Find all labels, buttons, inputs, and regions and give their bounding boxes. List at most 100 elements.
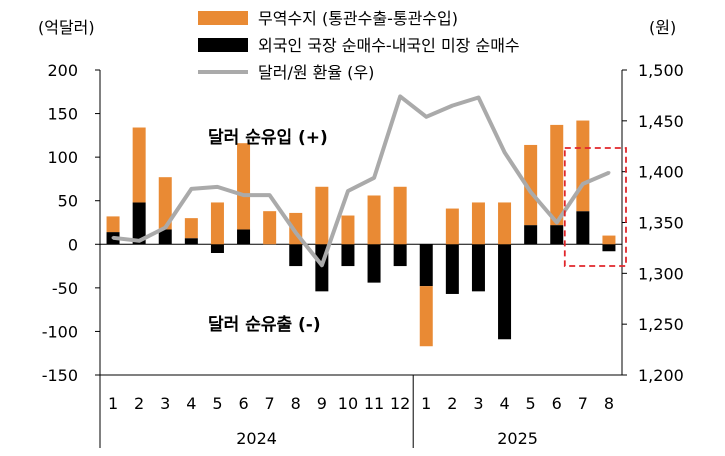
x-tick-label: 4 [186,394,196,413]
x-tick-label: 5 [526,394,536,413]
exchange-rate-point [476,95,480,99]
x-tick-label: 8 [604,394,614,413]
annotation-inflow: 달러 순유입 (+) [208,127,328,148]
legend-swatch-trade [198,11,248,25]
left-tick-label: 150 [47,105,78,124]
x-tick-label: 4 [499,394,509,413]
exchange-rate-point [450,104,454,108]
x-tick-label: 2 [134,394,144,413]
trade-balance-bar [237,143,251,230]
legend-label-fx: 달러/원 환율 (우) [258,63,374,82]
right-tick-label: 1,400 [638,163,684,182]
legend-swatch-flow [198,38,248,52]
net-flow-bar [445,244,459,294]
net-flow-bar [210,244,224,253]
left-tick-label: -50 [52,279,78,298]
right-tick-label: 1,350 [638,214,684,233]
trade-balance-bar [158,177,172,230]
trade-balance-bar [184,218,198,239]
right-axis-unit: (원) [649,18,676,37]
bars [106,120,616,347]
highlight-rect [563,147,627,267]
x-tick-label: 5 [212,394,222,413]
exchange-rate-point [268,193,272,197]
exchange-rate-point [581,182,585,186]
trade-balance-bar [106,216,120,233]
trade-balance-bar [550,124,564,226]
exchange-rate-point [137,239,141,243]
left-tick-label: 200 [47,61,78,80]
legend: 무역수지 (통관수출-통관수입) 외국인 국장 순매수-내국인 미장 순매수달러/… [198,9,520,82]
trade-balance-bar [315,186,329,245]
net-flow-bar [158,229,172,245]
exchange-rate-point [398,94,402,98]
x-tick-label: 12 [390,394,410,413]
left-tick-label: 0 [68,235,78,254]
right-tick-label: 1,500 [638,61,684,80]
net-flow-bar [550,225,564,245]
exchange-rate-point [607,171,611,175]
axes: 200 150 100 50 0 -50 -100 -150 1,500 1,450 1,400 1,… [42,61,684,448]
legend-label-trade: 무역수지 (통관수출-통관수입) [258,9,458,28]
exchange-rate-point [346,189,350,193]
x-tick-label: 3 [160,394,170,413]
trade-balance-bar [341,215,355,245]
exchange-rate-point [111,236,115,240]
exchange-rate-point [320,263,324,267]
x-tick-label: 11 [364,394,384,413]
x-tick-label: 7 [265,394,275,413]
exchange-rate-point [372,176,376,180]
trade-balance-bar [210,202,224,245]
trade-balance-bar [471,202,485,245]
trade-balance-bar [602,235,616,245]
trade-balance-bar [393,186,407,245]
x-tick-label: 1 [108,394,118,413]
right-tick-label: 1,200 [638,366,684,385]
net-flow-bar [341,244,355,267]
exchange-rate-point [555,221,559,224]
right-tick-label: 1,250 [638,315,684,334]
net-flow-bar [289,244,303,267]
trade-balance-bar [132,127,146,203]
left-tick-label: 50 [58,192,78,211]
x-tick-label: 6 [552,394,562,413]
exchange-rate-point [503,150,507,154]
year-label: 2025 [497,429,538,448]
left-axis-unit: (억달러) [38,18,95,37]
net-flow-bar [419,244,433,287]
x-tick-label: 2 [447,394,457,413]
right-tick-label: 1,450 [638,112,684,131]
exchange-rate-point [529,190,533,194]
x-tick-label: 1 [421,394,431,413]
highlight-box [563,147,627,267]
trade-balance-bar [445,208,459,245]
net-flow-bar [602,244,616,252]
net-flow-bar [184,238,198,245]
exchange-rate-line [111,94,611,268]
trade-balance-bar [419,286,433,347]
trade-balance-bar [576,120,590,212]
net-flow-bar [471,244,485,292]
left-tick-label: 100 [47,148,78,167]
net-flow-bar [393,244,407,267]
exchange-rate-point [242,193,246,197]
exchange-rate-point [189,187,193,191]
right-tick-label: 1,300 [638,264,684,283]
exchange-rate-point [424,115,428,119]
left-tick-label: -100 [42,322,78,341]
x-tick-label: 9 [317,394,327,413]
net-flow-bar [498,244,512,340]
trade-balance-bar [367,195,381,245]
left-tick-label: -150 [42,366,78,385]
exchange-rate-point [215,185,219,189]
trade-balance-bar [524,144,538,226]
trade-balance-bar [498,202,512,245]
exchange-rate-point [294,231,298,235]
annotation-outflow: 달러 순유출 (-) [208,314,321,335]
net-flow-bar [576,211,590,245]
net-flow-bar [524,225,538,245]
legend-label-flow: 외국인 국장 순매수-내국인 미장 순매수 [258,36,520,55]
x-tick-label: 10 [338,394,358,413]
net-flow-bar [132,202,146,245]
